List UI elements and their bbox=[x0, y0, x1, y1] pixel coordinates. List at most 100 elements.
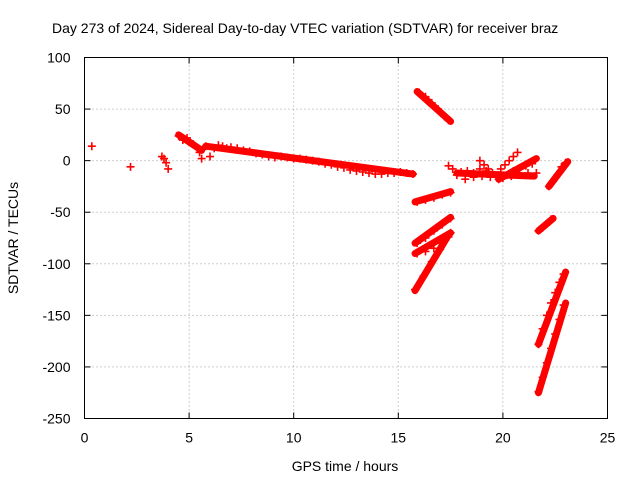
y-tick-label: -50 bbox=[50, 204, 70, 220]
data-trace bbox=[411, 188, 455, 206]
data-point bbox=[444, 232, 453, 241]
data-point bbox=[532, 169, 541, 178]
data-point bbox=[534, 340, 543, 349]
data-point bbox=[126, 162, 135, 171]
data-point bbox=[480, 160, 489, 169]
data-point bbox=[396, 167, 405, 176]
data-point bbox=[264, 152, 273, 161]
data-point bbox=[308, 156, 317, 165]
data-point bbox=[448, 164, 457, 173]
data-point bbox=[542, 311, 551, 320]
data-point bbox=[327, 160, 336, 169]
data-point bbox=[513, 148, 522, 157]
data-point bbox=[446, 214, 455, 223]
data-point bbox=[475, 164, 484, 173]
data-point bbox=[505, 156, 514, 165]
data-point bbox=[185, 138, 194, 147]
data-point bbox=[542, 219, 551, 228]
y-tick-label: -150 bbox=[42, 307, 70, 323]
data-layer bbox=[87, 88, 572, 397]
data-point bbox=[233, 144, 242, 153]
x-tick-label: 10 bbox=[286, 430, 302, 446]
data-point bbox=[222, 144, 231, 153]
data-point bbox=[561, 158, 570, 167]
data-point bbox=[484, 164, 493, 173]
y-tick-label: -100 bbox=[42, 256, 70, 272]
data-point bbox=[421, 234, 430, 242]
data-point bbox=[358, 167, 367, 176]
data-point bbox=[524, 169, 533, 178]
y-tick-label: 100 bbox=[47, 50, 71, 66]
data-point bbox=[252, 149, 261, 158]
data-point bbox=[201, 142, 210, 151]
data-point bbox=[421, 247, 430, 256]
data-point bbox=[547, 298, 556, 307]
data-point bbox=[206, 152, 215, 161]
data-point bbox=[457, 167, 466, 176]
data-point bbox=[538, 373, 547, 382]
data-point bbox=[555, 278, 564, 287]
data-point bbox=[538, 324, 547, 333]
data-point bbox=[557, 162, 566, 171]
data-point bbox=[226, 143, 235, 152]
data-point bbox=[193, 144, 202, 153]
data-point bbox=[452, 171, 461, 180]
data-point bbox=[444, 116, 453, 125]
data-point bbox=[321, 159, 330, 168]
data-point bbox=[515, 170, 524, 179]
data-point bbox=[339, 163, 348, 172]
data-point bbox=[538, 223, 547, 232]
data-point bbox=[534, 387, 543, 396]
data-point bbox=[446, 188, 455, 197]
data-point bbox=[542, 358, 551, 367]
data-point bbox=[488, 169, 497, 178]
data-point bbox=[549, 177, 558, 186]
data-point bbox=[559, 301, 568, 310]
data-point bbox=[429, 244, 438, 253]
data-point bbox=[429, 193, 438, 202]
data-point bbox=[429, 226, 438, 235]
data-point bbox=[461, 175, 470, 184]
data-point bbox=[544, 182, 553, 191]
data-point bbox=[427, 98, 436, 107]
data-point bbox=[559, 270, 568, 279]
y-tick-label: -200 bbox=[42, 359, 70, 375]
data-point bbox=[352, 166, 361, 175]
data-point bbox=[528, 159, 537, 168]
data-point bbox=[210, 144, 219, 153]
data-point bbox=[438, 239, 447, 248]
data-point bbox=[551, 329, 560, 338]
data-point bbox=[436, 245, 445, 254]
data-point bbox=[413, 197, 422, 206]
data-point bbox=[521, 161, 530, 170]
y-tick-label: -250 bbox=[42, 411, 70, 427]
data-point bbox=[503, 171, 512, 180]
y-axis-label: SDTVAR / TECUs bbox=[5, 182, 21, 294]
data-point bbox=[365, 169, 374, 178]
data-trace bbox=[545, 158, 572, 190]
data-point bbox=[500, 160, 509, 169]
data-point bbox=[475, 156, 484, 165]
x-axis-label: GPS time / hours bbox=[292, 458, 399, 474]
data-point bbox=[509, 152, 518, 161]
data-point bbox=[277, 152, 286, 161]
data-point bbox=[408, 170, 417, 179]
data-point bbox=[239, 146, 248, 155]
data-point bbox=[162, 158, 171, 167]
data-point bbox=[553, 171, 562, 180]
chart-title: Day 273 of 2024, Sidereal Day-to-day VTE… bbox=[52, 20, 558, 36]
y-tick-label: 0 bbox=[63, 153, 71, 169]
data-point bbox=[333, 162, 342, 171]
data-point bbox=[174, 131, 183, 140]
data-point bbox=[438, 220, 447, 229]
data-point bbox=[164, 164, 173, 173]
data-point bbox=[498, 174, 507, 183]
data-point bbox=[446, 228, 455, 237]
data-point bbox=[438, 190, 447, 199]
data-point bbox=[87, 142, 96, 151]
data-point bbox=[555, 315, 564, 324]
data-point bbox=[195, 148, 204, 157]
data-point bbox=[469, 173, 478, 182]
data-point bbox=[419, 272, 428, 281]
data-point bbox=[189, 140, 198, 149]
